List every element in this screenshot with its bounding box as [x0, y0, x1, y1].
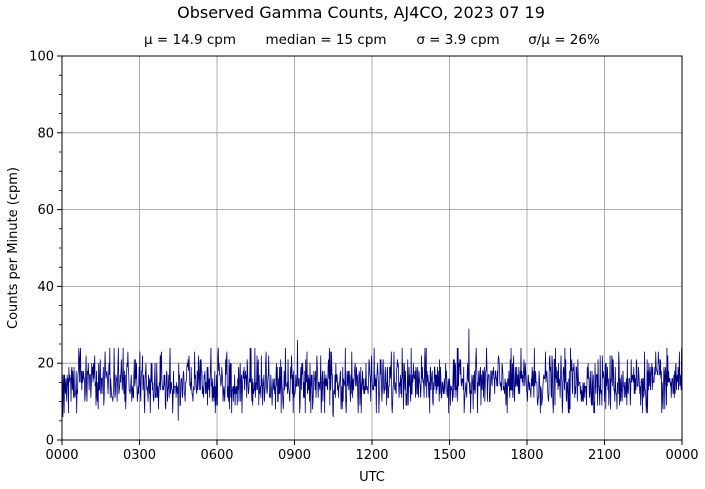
subtitle-mean: μ = 14.9 cpm [144, 32, 236, 48]
tick-marks [57, 55, 683, 445]
chart-title: Observed Gamma Counts, AJ4CO, 2023 07 19 [177, 3, 545, 22]
x-tick-label: 0000 [665, 448, 698, 463]
x-tick-label: 0300 [123, 448, 156, 463]
y-axis-label: Counts per Minute (cpm) [6, 167, 21, 329]
x-tick-label: 2100 [588, 448, 621, 463]
x-tick-label: 1800 [510, 448, 543, 463]
x-tick-label: 0900 [278, 448, 311, 463]
y-tick-label: 60 [37, 203, 54, 218]
x-tick-label: 1200 [355, 448, 388, 463]
series-group [61, 328, 683, 421]
x-tick-label: 0600 [200, 448, 233, 463]
y-tick-label: 20 [37, 357, 54, 372]
grid-lines [62, 56, 682, 440]
y-tick-label: 0 [46, 434, 54, 449]
gamma-count-line [61, 328, 683, 421]
subtitle-cv: σ/μ = 26% [528, 32, 600, 48]
x-tick-label: 0000 [45, 448, 78, 463]
subtitle-sigma: σ = 3.9 cpm [416, 32, 499, 48]
y-tick-label: 80 [37, 126, 54, 141]
tick-labels: 0000 0300 0600 0900 1200 1500 1800 2100 00000204… [29, 50, 698, 464]
subtitle-median: median = 15 cpm [265, 32, 386, 48]
y-tick-label: 100 [29, 50, 54, 65]
x-tick-label: 1500 [433, 448, 466, 463]
x-axis-label: UTC [359, 470, 385, 485]
y-tick-label: 40 [37, 280, 54, 295]
